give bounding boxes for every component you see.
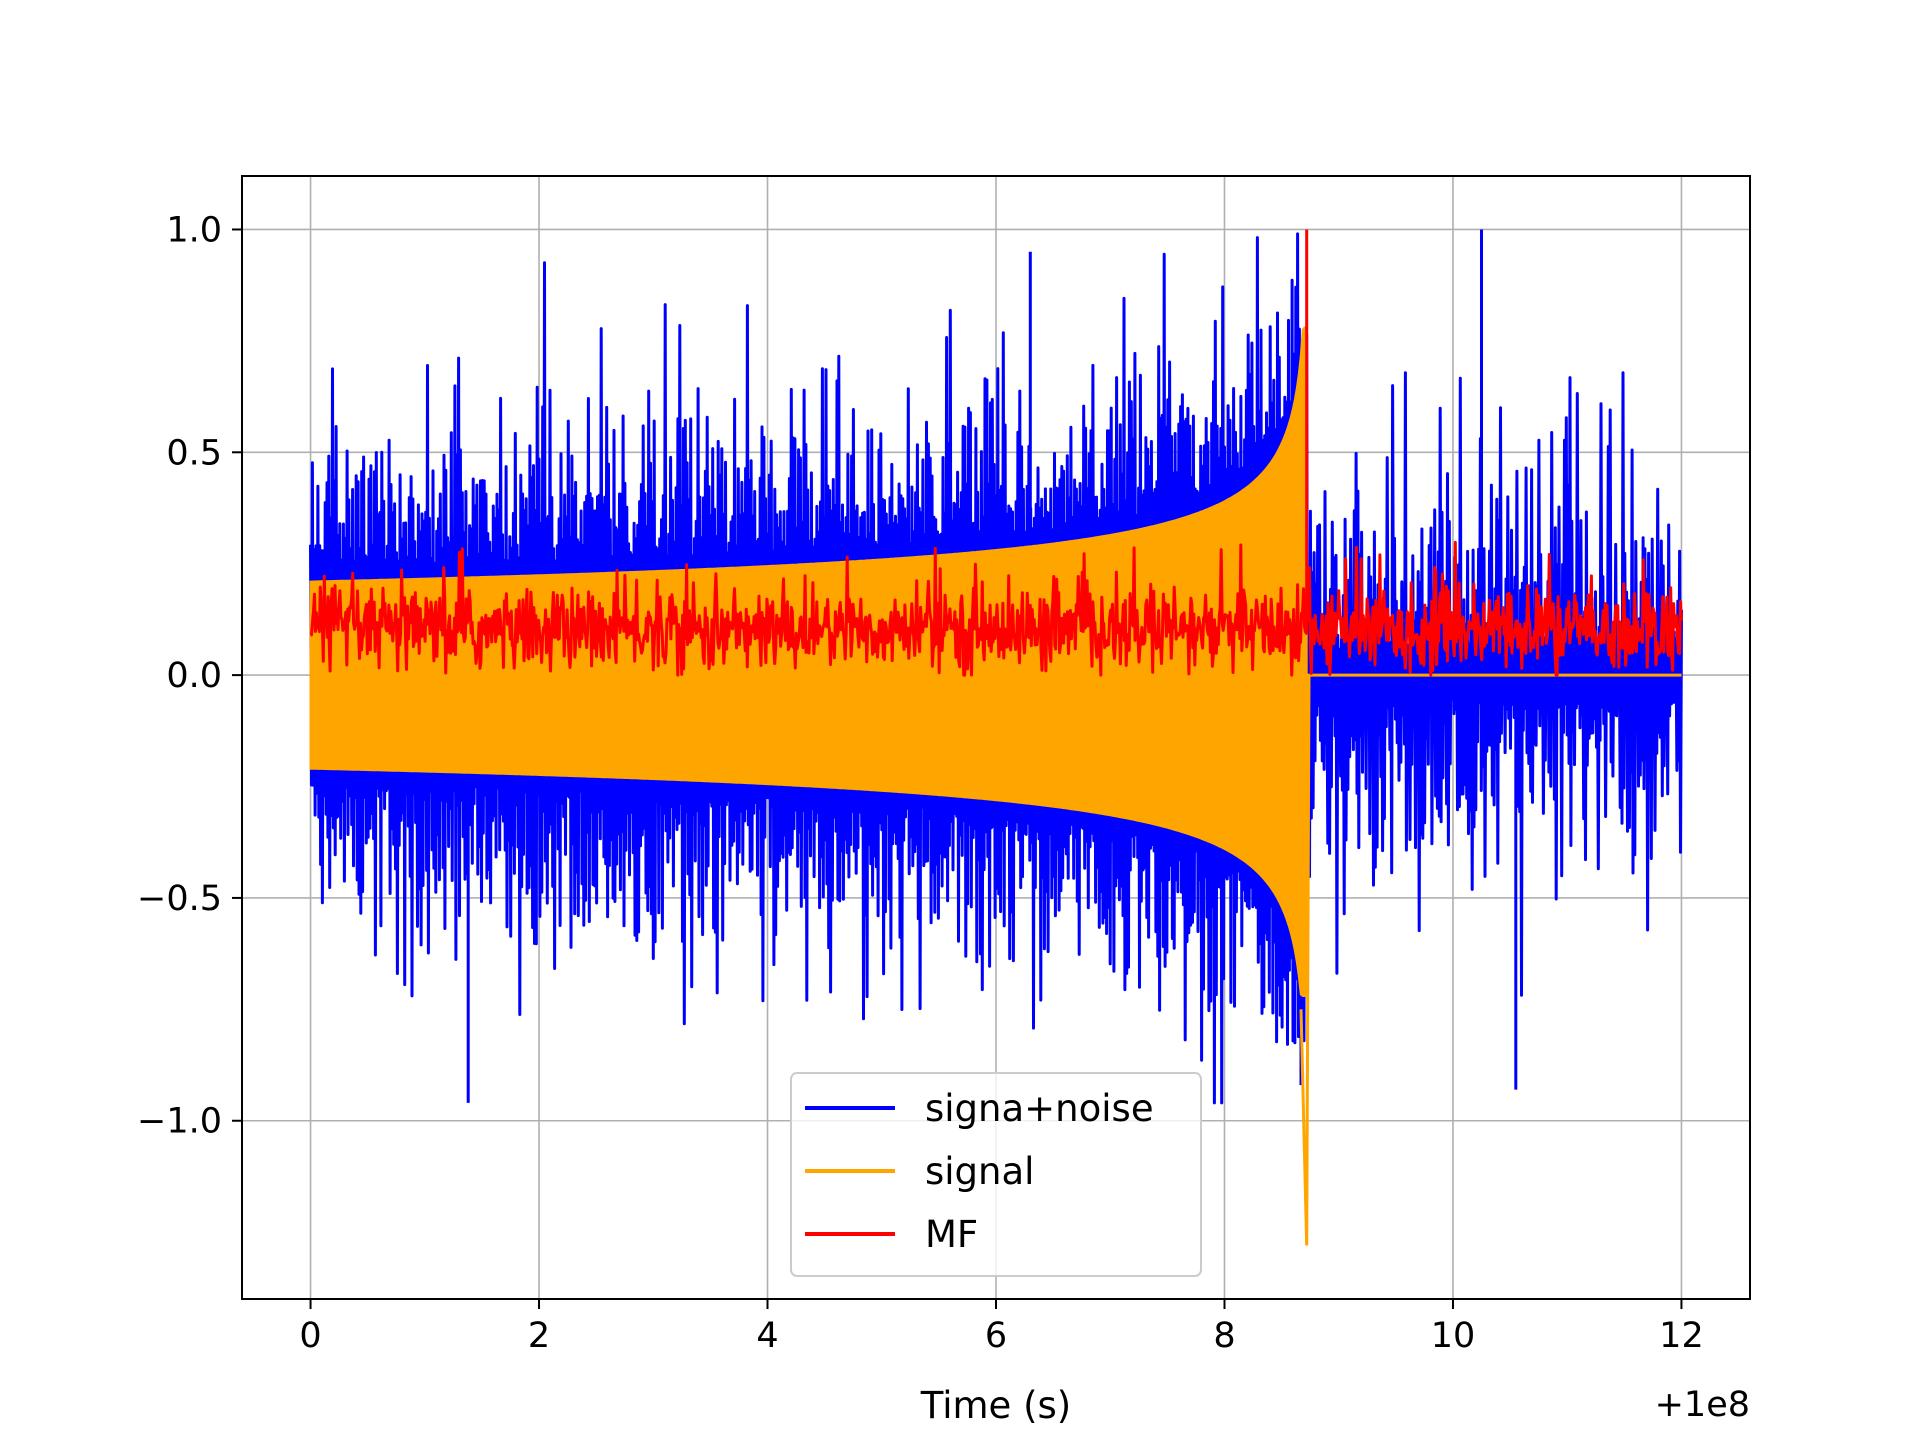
x-tick-label: 6 xyxy=(985,1316,1007,1356)
x-axis-ticks: 0 2 4 6 8 10 12 xyxy=(299,1299,1704,1356)
legend: signa+noise signal MF xyxy=(790,1072,1202,1277)
y-tick-label: −1.0 xyxy=(137,1102,222,1142)
x-axis-label: Time (s) xyxy=(920,1384,1071,1427)
legend-box xyxy=(790,1072,1202,1277)
legend-label-signal-noise: signa+noise xyxy=(925,1087,1154,1130)
y-tick-label: −0.5 xyxy=(137,879,222,919)
x-tick-label: 8 xyxy=(1213,1316,1235,1356)
x-tick-label: 4 xyxy=(756,1316,778,1356)
series-layer xyxy=(309,229,1683,1246)
y-tick-label: 0.5 xyxy=(166,433,222,473)
series-signal-line xyxy=(1299,673,1682,1246)
y-tick-label: 1.0 xyxy=(166,210,222,250)
x-tick-label: 10 xyxy=(1431,1316,1476,1356)
y-tick-label: 0.0 xyxy=(166,656,222,696)
x-tick-label: 0 xyxy=(299,1316,321,1356)
legend-label-mf: MF xyxy=(925,1213,978,1256)
x-tick-label: 12 xyxy=(1659,1316,1704,1356)
y-axis-ticks: 1.0 0.5 0.0 −0.5 −1.0 xyxy=(137,210,242,1142)
legend-label-signal: signal xyxy=(925,1150,1034,1193)
series-signal-noise-line xyxy=(309,229,1683,1105)
series-mf-line xyxy=(310,229,1683,677)
x-axis-offset-label: +1e8 xyxy=(1655,1385,1750,1425)
x-tick-label: 2 xyxy=(528,1316,550,1356)
